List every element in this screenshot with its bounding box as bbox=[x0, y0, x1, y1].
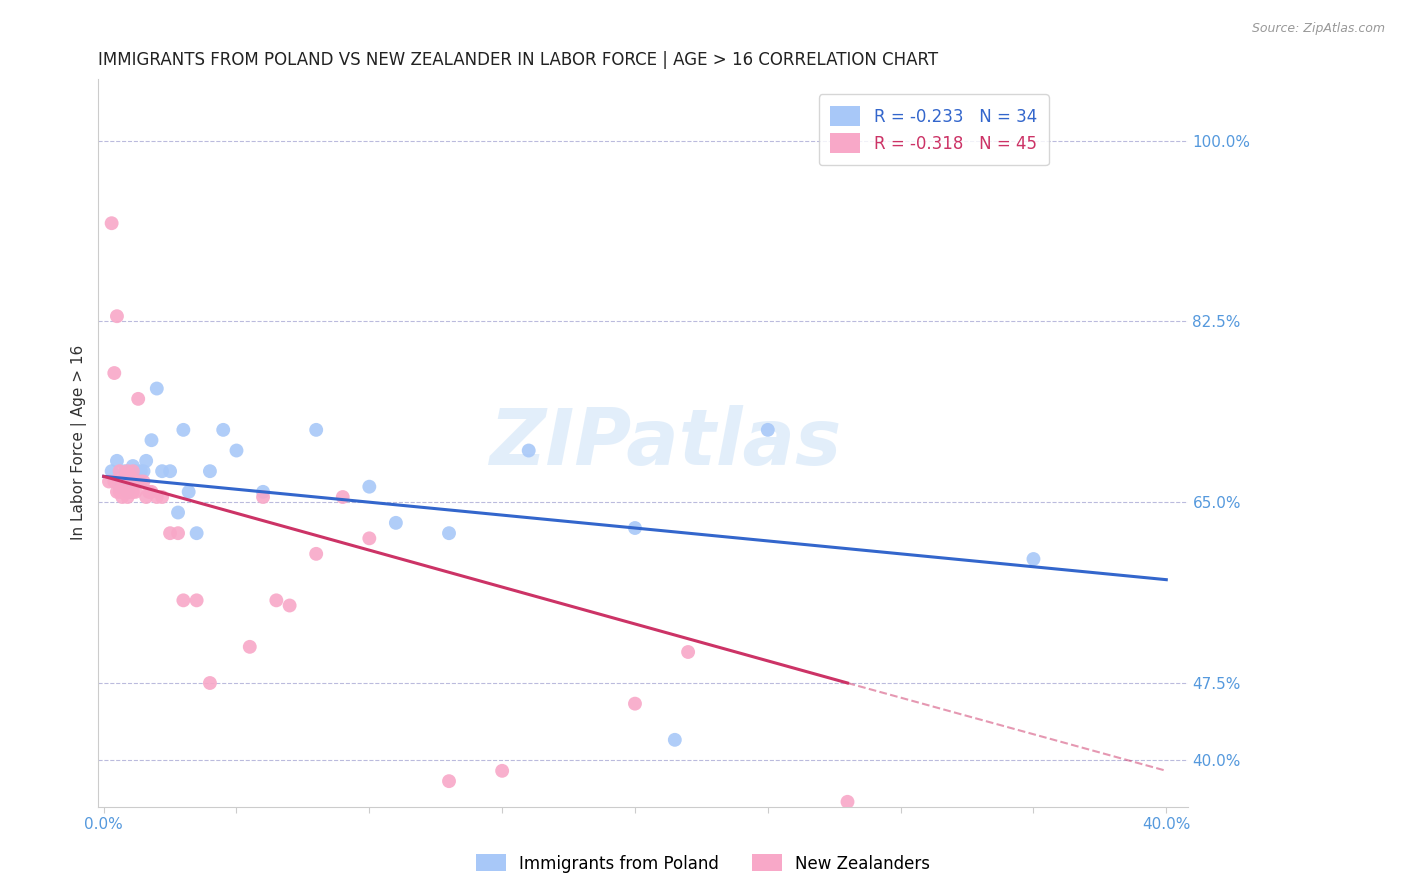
Point bbox=[159, 526, 181, 541]
Point bbox=[517, 443, 540, 458]
Point bbox=[332, 490, 354, 504]
Legend: R = -0.233   N = 34, R = -0.318   N = 45: R = -0.233 N = 34, R = -0.318 N = 45 bbox=[818, 95, 1049, 165]
Text: Source: ZipAtlas.com: Source: ZipAtlas.com bbox=[1251, 22, 1385, 36]
Point bbox=[225, 443, 247, 458]
Point bbox=[359, 532, 381, 546]
Point bbox=[132, 464, 155, 478]
Point bbox=[676, 645, 699, 659]
Point bbox=[132, 475, 155, 489]
Point bbox=[150, 490, 173, 504]
Point bbox=[146, 490, 169, 504]
Point bbox=[124, 484, 146, 499]
Point bbox=[124, 475, 146, 489]
Point bbox=[105, 454, 128, 468]
Legend: Immigrants from Poland, New Zealanders: Immigrants from Poland, New Zealanders bbox=[468, 847, 938, 880]
Point bbox=[198, 464, 221, 478]
Point bbox=[359, 480, 381, 494]
Point bbox=[385, 516, 408, 530]
Point bbox=[117, 484, 139, 499]
Point bbox=[141, 433, 163, 447]
Point bbox=[117, 490, 139, 504]
Y-axis label: In Labor Force | Age > 16: In Labor Force | Age > 16 bbox=[72, 345, 87, 541]
Point bbox=[1022, 552, 1045, 566]
Point bbox=[177, 484, 200, 499]
Point bbox=[167, 506, 190, 520]
Point bbox=[159, 464, 181, 478]
Point bbox=[186, 593, 208, 607]
Point bbox=[127, 392, 149, 406]
Point bbox=[172, 593, 194, 607]
Point bbox=[135, 454, 157, 468]
Point bbox=[664, 732, 686, 747]
Point bbox=[624, 697, 647, 711]
Point bbox=[186, 526, 208, 541]
Point bbox=[105, 309, 128, 323]
Point bbox=[135, 490, 157, 504]
Point bbox=[239, 640, 262, 654]
Point bbox=[624, 521, 647, 535]
Point bbox=[111, 490, 134, 504]
Point bbox=[138, 484, 160, 499]
Point bbox=[124, 464, 146, 478]
Point bbox=[150, 464, 173, 478]
Point bbox=[111, 475, 134, 489]
Point bbox=[252, 484, 274, 499]
Point bbox=[146, 382, 169, 396]
Point bbox=[141, 484, 163, 499]
Point bbox=[129, 475, 152, 489]
Point bbox=[437, 526, 460, 541]
Point bbox=[103, 366, 125, 380]
Point bbox=[252, 490, 274, 504]
Point bbox=[120, 484, 142, 499]
Point bbox=[108, 484, 131, 499]
Point bbox=[111, 475, 134, 489]
Point bbox=[117, 464, 139, 478]
Point bbox=[172, 423, 194, 437]
Point bbox=[122, 458, 145, 473]
Point bbox=[100, 464, 122, 478]
Point bbox=[100, 216, 122, 230]
Point bbox=[108, 464, 131, 478]
Point bbox=[114, 464, 136, 478]
Point bbox=[437, 774, 460, 789]
Point bbox=[122, 484, 145, 499]
Point bbox=[212, 423, 235, 437]
Text: IMMIGRANTS FROM POLAND VS NEW ZEALANDER IN LABOR FORCE | AGE > 16 CORRELATION CH: IMMIGRANTS FROM POLAND VS NEW ZEALANDER … bbox=[98, 51, 938, 69]
Point bbox=[167, 526, 190, 541]
Point bbox=[98, 475, 121, 489]
Point bbox=[837, 795, 859, 809]
Point bbox=[756, 423, 779, 437]
Point bbox=[266, 593, 288, 607]
Point bbox=[114, 469, 136, 483]
Point bbox=[491, 764, 513, 778]
Point bbox=[103, 475, 125, 489]
Point bbox=[122, 464, 145, 478]
Point bbox=[127, 475, 149, 489]
Point bbox=[129, 464, 152, 478]
Point bbox=[108, 480, 131, 494]
Point bbox=[120, 469, 142, 483]
Text: ZIPatlas: ZIPatlas bbox=[489, 405, 841, 481]
Point bbox=[278, 599, 301, 613]
Point bbox=[105, 484, 128, 499]
Point bbox=[305, 547, 328, 561]
Point bbox=[114, 484, 136, 499]
Point bbox=[305, 423, 328, 437]
Point bbox=[198, 676, 221, 690]
Point bbox=[120, 475, 142, 489]
